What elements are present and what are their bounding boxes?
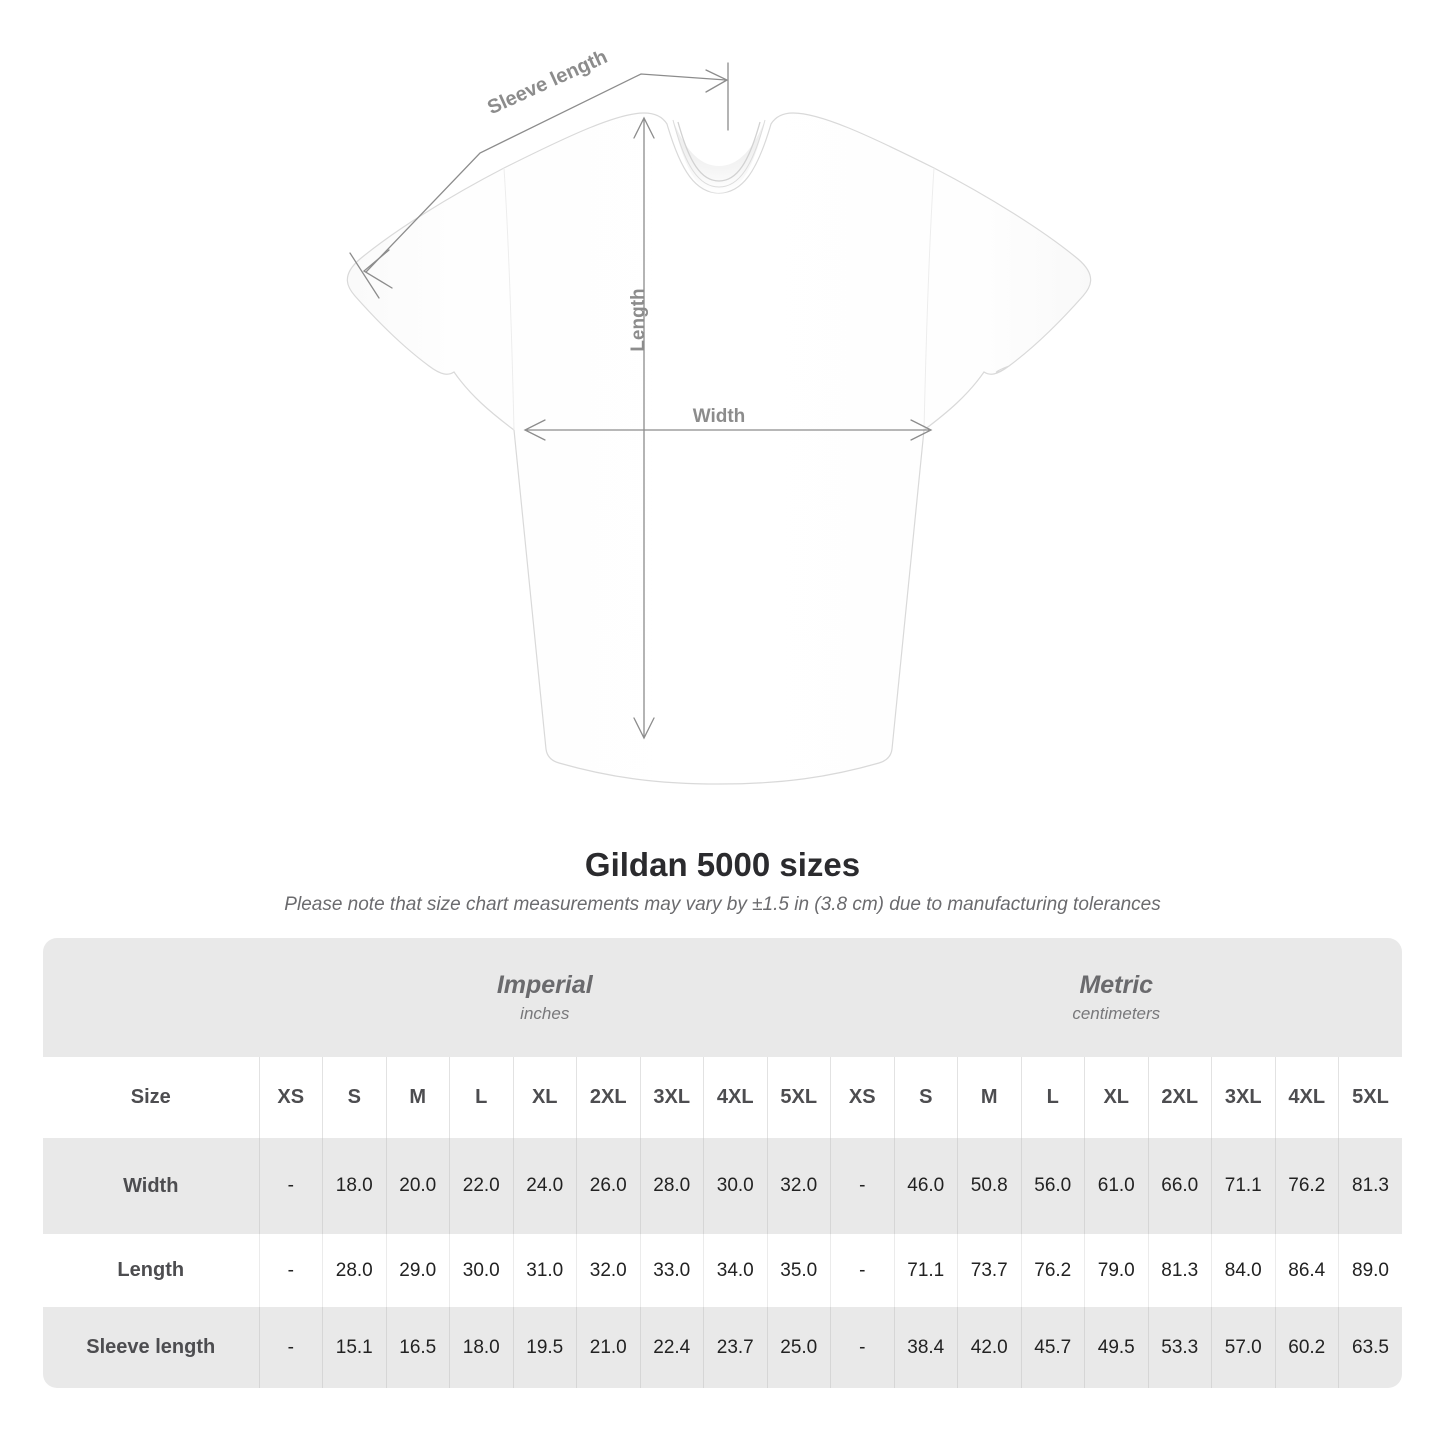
svg-text:Width: Width (693, 406, 746, 427)
svg-text:Sleeve length: Sleeve length (484, 46, 611, 119)
svg-text:Length: Length (628, 288, 649, 351)
